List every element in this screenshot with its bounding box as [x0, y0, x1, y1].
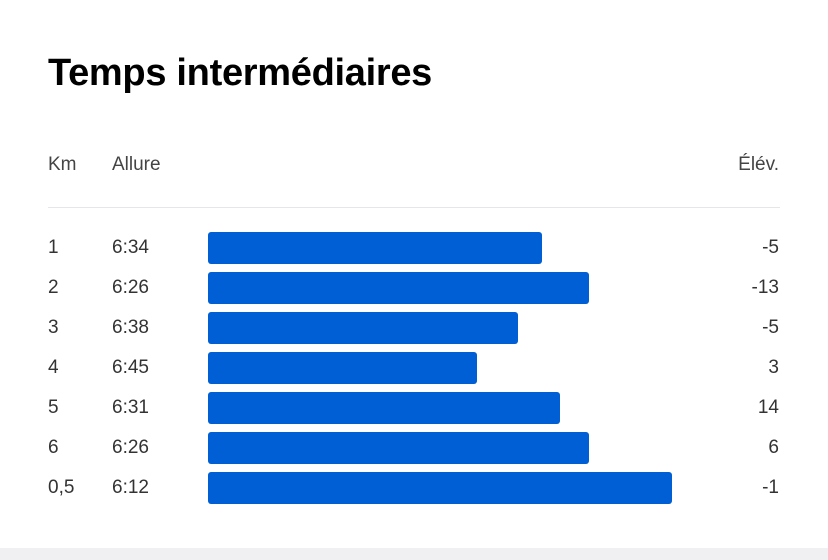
pace-label: 6:45: [112, 357, 149, 378]
pace-label: 6:12: [112, 477, 149, 498]
pace-label: 6:26: [112, 277, 149, 298]
column-header: Allure: [112, 154, 161, 175]
km-label: 1: [48, 237, 59, 258]
pace-bar: [208, 232, 542, 264]
pace-bar: [208, 312, 519, 344]
pace-bar: [208, 272, 590, 304]
pace-label: 6:26: [112, 437, 149, 458]
km-label: 3: [48, 317, 59, 338]
pace-label: 6:34: [112, 237, 149, 258]
km-label: 0,5: [48, 477, 75, 498]
km-label: 6: [48, 437, 59, 458]
km-label: 5: [48, 397, 59, 418]
column-header: Élév.: [738, 154, 779, 175]
km-label: 2: [48, 277, 59, 298]
elevation-label: 14: [757, 397, 779, 418]
pace-bar: [208, 432, 590, 464]
column-header: Km: [48, 154, 77, 175]
km-label: 4: [48, 357, 59, 378]
elevation-label: -1: [762, 477, 779, 498]
pace-label: 6:38: [112, 317, 149, 338]
pace-label: 6:31: [112, 397, 149, 418]
footer-band: [0, 548, 828, 560]
pace-bar: [208, 352, 477, 384]
elevation-label: -13: [751, 277, 779, 298]
elevation-label: 6: [768, 437, 779, 458]
pace-bar: [208, 472, 672, 504]
page-title: Temps intermédiaires: [48, 52, 433, 94]
pace-bar: [208, 392, 560, 424]
divider: [48, 207, 780, 208]
elevation-label: -5: [762, 317, 779, 338]
elevation-label: -5: [762, 237, 779, 258]
elevation-label: 3: [768, 357, 779, 378]
